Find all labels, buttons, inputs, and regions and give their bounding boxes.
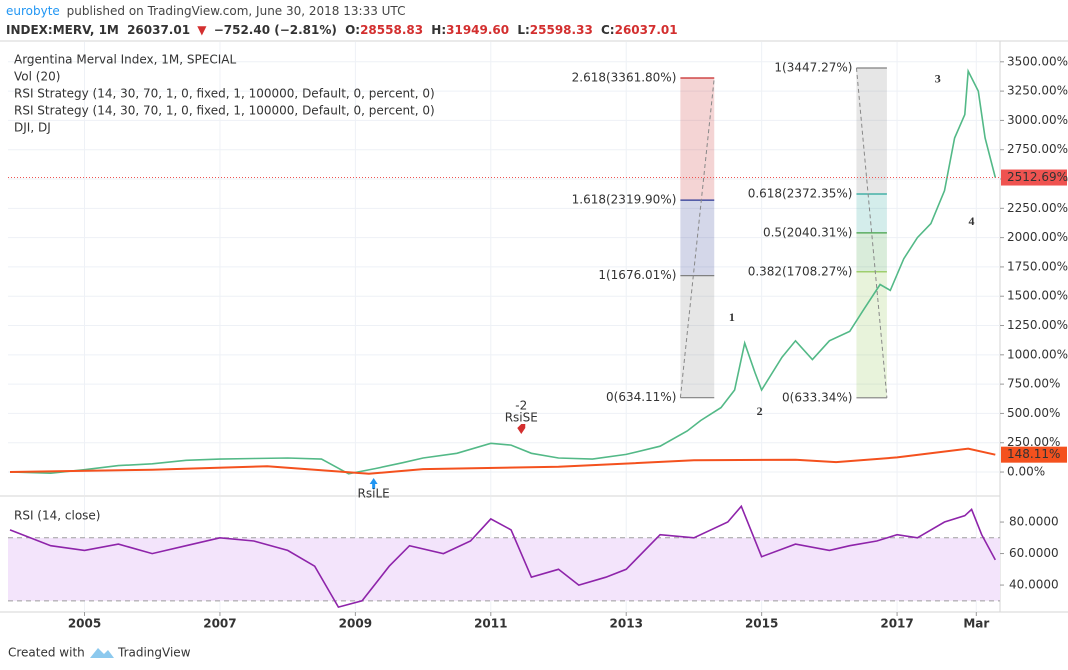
fib-label: 0(634.11%) bbox=[606, 390, 676, 404]
rsi-title: RSI (14, close) bbox=[14, 509, 100, 523]
y-tick-label: 2750.00% bbox=[1007, 142, 1068, 156]
fib-label: 0.618(2372.35%) bbox=[748, 186, 853, 200]
series-line bbox=[9, 68, 997, 475]
legend-entry: Argentina Merval Index, 1M, SPECIAL bbox=[14, 53, 236, 67]
price-tag bbox=[1001, 446, 1067, 463]
x-tick-label: 2007 bbox=[203, 617, 236, 631]
wave-label: 3 bbox=[935, 72, 941, 86]
header-line: eurobyte published on TradingView.com, J… bbox=[6, 4, 405, 18]
y-tick-label: 80.0000 bbox=[1009, 515, 1059, 529]
y-tick-label: 1000.00% bbox=[1007, 347, 1068, 361]
signal-label: RsiSE bbox=[505, 411, 538, 425]
legend-entry: RSI Strategy (14, 30, 70, 1, 0, fixed, 1… bbox=[14, 87, 435, 101]
y-tick-label: 750.00% bbox=[1007, 377, 1060, 391]
fib-label: 1.618(2319.90%) bbox=[572, 193, 677, 207]
price-tag bbox=[1001, 169, 1067, 186]
fib-zone bbox=[856, 271, 887, 398]
marks: 2005 2007 2009 2011 2013 2015 2017 Mar 0.00% 250.… bbox=[8, 53, 1068, 631]
y-tick-label: 500.00% bbox=[1007, 406, 1060, 420]
wave-label: 1 bbox=[729, 310, 735, 324]
ohlc-key: O: bbox=[345, 23, 360, 37]
ohlc-key: L: bbox=[517, 23, 529, 37]
wave-label: 4 bbox=[969, 214, 975, 228]
x-tick-label: Mar bbox=[963, 617, 989, 631]
footer-brand[interactable]: TradingView bbox=[117, 646, 191, 660]
footer: Created with TradingView bbox=[8, 646, 191, 660]
price-tag-label: 2512.69% bbox=[1007, 170, 1068, 184]
symbol-line: INDEX:MERV, 1M 26037.01 ▼ −752.40 (−2.81… bbox=[6, 23, 678, 37]
symbol: INDEX:MERV, 1M bbox=[6, 23, 119, 37]
fib-label: 1(3447.27%) bbox=[774, 60, 852, 74]
fib-label: 0.5(2040.31%) bbox=[763, 225, 852, 239]
fib-zone bbox=[680, 275, 715, 398]
x-tick-label: 2017 bbox=[880, 617, 913, 631]
x-tick-label: 2005 bbox=[68, 617, 101, 631]
legend-entry: RSI Strategy (14, 30, 70, 1, 0, fixed, 1… bbox=[14, 104, 435, 118]
fib-label: 1(1676.01%) bbox=[598, 268, 676, 282]
x-tick-label: 2009 bbox=[339, 617, 372, 631]
legend-entry: DJI, DJ bbox=[14, 121, 51, 135]
signal-arrow bbox=[369, 478, 378, 489]
x-tick-label: 2015 bbox=[745, 617, 778, 631]
ohlc-value: 25598.33 bbox=[530, 23, 593, 37]
y-tick-label: 40.0000 bbox=[1009, 578, 1059, 592]
y-tick-label: 3000.00% bbox=[1007, 113, 1068, 127]
rsi-band bbox=[8, 537, 1000, 601]
signal-arrow-stem bbox=[519, 426, 523, 430]
last: 26037.01 bbox=[127, 23, 190, 37]
signal-label: RsiLE bbox=[358, 487, 390, 501]
y-tick-label: 250.00% bbox=[1007, 435, 1060, 449]
ohlc-key: C: bbox=[601, 23, 615, 37]
fib-zone bbox=[856, 232, 887, 272]
price-tag-label: 148.11% bbox=[1007, 447, 1060, 461]
ohlc-value: 28558.83 bbox=[360, 23, 423, 37]
fib-trend bbox=[855, 67, 888, 398]
series-line bbox=[9, 504, 997, 609]
fib-zone bbox=[856, 67, 887, 194]
x-tick-label: 2013 bbox=[610, 617, 643, 631]
y-tick-label: 0.00% bbox=[1007, 465, 1045, 479]
logo bbox=[90, 648, 114, 658]
ohlc-key: H: bbox=[431, 23, 446, 37]
signal-qty: -2 bbox=[515, 399, 527, 413]
y-tick-label: 2000.00% bbox=[1007, 230, 1068, 244]
y-tick-label: 3250.00% bbox=[1007, 84, 1068, 98]
y-tick-label: 2250.00% bbox=[1007, 201, 1068, 215]
y-tick-label: 3500.00% bbox=[1007, 54, 1068, 68]
legend-entry: Vol (20) bbox=[14, 70, 60, 84]
published: published on TradingView.com, June 30, 2… bbox=[67, 4, 406, 18]
fib-trend bbox=[679, 77, 715, 398]
fib-label: 0.382(1708.27%) bbox=[748, 264, 853, 278]
fib-zone bbox=[856, 193, 887, 233]
fib-label: 0(633.34%) bbox=[782, 390, 852, 404]
change: −752.40 (−2.81%) bbox=[214, 23, 337, 37]
down-icon: ▼ bbox=[197, 23, 207, 37]
ohlc-value: 26037.01 bbox=[615, 23, 678, 37]
wave-label: 2 bbox=[757, 404, 763, 418]
publisher[interactable]: eurobyte bbox=[6, 4, 60, 18]
y-tick-label: 60.0000 bbox=[1009, 546, 1059, 560]
y-tick-label: 1250.00% bbox=[1007, 318, 1068, 332]
x-tick-label: 2011 bbox=[474, 617, 507, 631]
fib-label: 2.618(3361.80%) bbox=[572, 71, 677, 85]
ohlc-value: 31949.60 bbox=[446, 23, 509, 37]
fib-zone bbox=[680, 200, 715, 276]
y-tick-label: 1750.00% bbox=[1007, 259, 1068, 273]
series-line bbox=[9, 447, 996, 475]
y-tick-label: 1500.00% bbox=[1007, 289, 1068, 303]
fib-zone bbox=[680, 78, 715, 201]
footer-created: Created with bbox=[8, 646, 85, 660]
